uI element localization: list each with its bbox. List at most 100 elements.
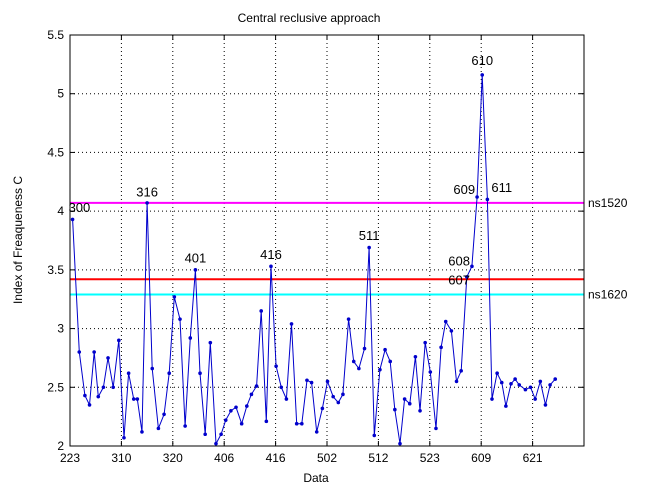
data-point	[523, 387, 528, 392]
x-tick-label: 621	[523, 451, 543, 465]
data-point	[378, 367, 382, 372]
data-point	[325, 379, 330, 384]
data-point	[341, 392, 345, 397]
point-annotation: 610	[471, 53, 493, 68]
data-point	[219, 432, 223, 437]
data-point	[122, 435, 126, 440]
data-point	[193, 268, 198, 272]
data-point	[77, 350, 82, 354]
data-point	[439, 345, 443, 350]
point-annotation: 611	[491, 180, 512, 195]
y-tick-label: 2	[57, 439, 64, 453]
point-annotation: 511	[359, 228, 380, 243]
data-point	[274, 364, 278, 368]
data-point	[528, 385, 533, 390]
data-point	[470, 264, 474, 269]
data-point	[279, 385, 284, 390]
data-point	[92, 350, 96, 354]
data-point	[465, 275, 469, 279]
data-point	[229, 408, 233, 413]
y-tick-label: 5	[57, 87, 64, 101]
x-tick-label: 320	[163, 451, 183, 465]
data-point	[362, 346, 367, 351]
data-point	[254, 384, 259, 388]
point-annotation: 607	[448, 272, 470, 287]
data-point	[543, 403, 548, 407]
data-point	[336, 400, 341, 405]
data-point	[178, 317, 182, 321]
data-point	[245, 404, 249, 408]
data-point	[96, 394, 101, 399]
data-point	[289, 322, 294, 326]
point-annotation: 609	[453, 182, 475, 197]
data-point	[208, 340, 213, 345]
data-point	[475, 195, 479, 199]
y-tick-label: 5.5	[47, 28, 64, 42]
data-point	[367, 245, 371, 250]
x-tick-label: 609	[471, 451, 491, 465]
reference-line-label: ns1620	[588, 288, 628, 302]
data-point	[459, 369, 463, 373]
data-point	[495, 371, 499, 375]
y-tick-label: 4	[57, 204, 64, 218]
data-point	[234, 405, 238, 410]
series	[70, 73, 558, 446]
data-point	[517, 383, 522, 387]
data-point	[150, 366, 155, 371]
x-tick-label: 416	[266, 451, 286, 465]
x-tick-label: 310	[111, 451, 131, 465]
data-point	[249, 392, 254, 397]
y-tick-label: 3	[57, 322, 64, 336]
series-line	[72, 74, 556, 446]
x-tick-label: 512	[368, 451, 388, 465]
data-point	[131, 397, 136, 401]
data-point	[83, 393, 87, 398]
data-point	[106, 356, 110, 360]
data-point	[538, 379, 543, 384]
x-axis-label: Data	[303, 471, 329, 485]
data-point	[553, 377, 558, 381]
data-point	[398, 441, 402, 446]
data-point	[434, 426, 438, 431]
data-point	[167, 371, 172, 375]
data-point	[309, 380, 314, 385]
point-annotation: 608	[448, 254, 470, 269]
data-point	[223, 418, 228, 422]
data-point	[513, 377, 517, 381]
data-point	[214, 441, 218, 446]
data-point	[383, 347, 387, 352]
data-point	[162, 412, 166, 417]
data-point	[135, 397, 140, 401]
data-point	[372, 433, 377, 438]
data-point	[357, 366, 361, 371]
data-point	[126, 371, 131, 375]
point-annotation: 416	[260, 247, 282, 262]
data-point	[490, 397, 494, 401]
data-point	[485, 197, 490, 202]
data-point	[117, 338, 121, 343]
data-point	[111, 385, 115, 390]
data-point	[499, 380, 504, 385]
data-point	[145, 201, 149, 205]
data-point	[504, 404, 508, 408]
reference-line-label: ns1520	[588, 196, 628, 210]
x-tick-label: 523	[420, 451, 440, 465]
data-point	[101, 385, 106, 390]
point-annotation: 401	[185, 251, 207, 266]
y-tick-label: 2.5	[47, 380, 64, 394]
chart-title: Central reclusive approach	[238, 11, 381, 25]
x-tick-label: 406	[214, 451, 234, 465]
y-axis-label: Index of Freaqueness C	[11, 176, 25, 304]
data-point	[264, 419, 269, 424]
data-point	[533, 397, 537, 401]
data-point	[509, 381, 513, 386]
data-point	[239, 421, 244, 426]
data-point	[331, 394, 335, 399]
data-point	[443, 319, 448, 324]
data-point	[305, 378, 309, 383]
data-point	[70, 217, 75, 222]
data-point	[480, 73, 485, 77]
data-point	[388, 359, 393, 364]
